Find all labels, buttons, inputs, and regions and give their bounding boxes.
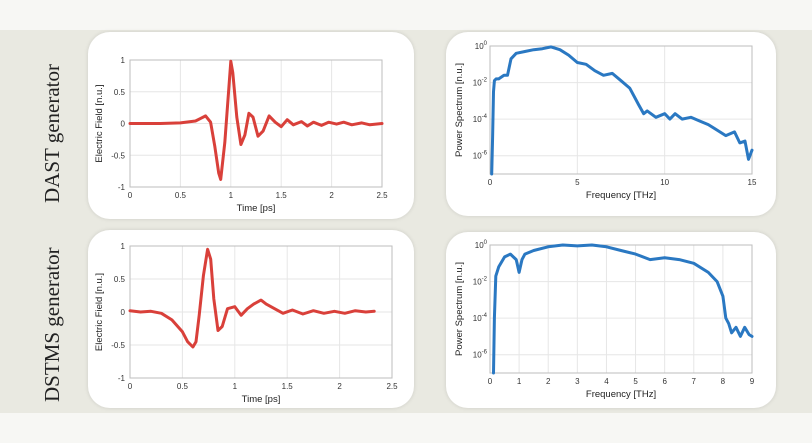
- chart-dstms-electric-field: 0 0.5 1 1.5 2 2.5 1 0.5 0 -0.5 -1 Time [ps] Electric…: [94, 242, 398, 405]
- chart-panel-dstms-time: 0 0.5 1 1.5 2 2.5 1 0.5 0 -0.5 -1 Time [ps] Electric…: [88, 230, 414, 408]
- y-axis-label: Power Spectrum [n.u.]: [454, 63, 465, 157]
- y-tick-label: 10-2: [473, 78, 488, 88]
- y-tick-label: -1: [118, 374, 126, 383]
- x-tick-label: 1: [229, 191, 234, 200]
- series-line: [492, 243, 754, 375]
- x-axis-label: Time [ps]: [237, 203, 276, 214]
- tick-exponent: 0: [484, 240, 488, 246]
- x-tick-label: 8: [721, 377, 726, 386]
- tick-exponent: -6: [482, 151, 488, 157]
- tick-base: 10: [473, 351, 482, 360]
- x-tick-label: 2: [546, 377, 551, 386]
- x-axis-label: Time [ps]: [242, 394, 281, 405]
- tick-base: 10: [473, 115, 482, 124]
- tick-exponent: -4: [482, 114, 488, 120]
- x-axis-label: Frequency [THz]: [586, 389, 656, 400]
- grid: [489, 45, 753, 174]
- x-tick-label: 4: [604, 377, 609, 386]
- x-tick-label: 5: [633, 377, 638, 386]
- y-tick-label: 10-6: [473, 151, 488, 161]
- series-line: [490, 45, 754, 176]
- y-axis-label: Power Spectrum [n.u.]: [454, 262, 465, 356]
- x-tick-label: 5: [575, 178, 580, 187]
- tick-exponent: 0: [484, 41, 488, 47]
- plot-area: [490, 46, 752, 174]
- series-line: [128, 247, 376, 349]
- x-tick-label: 6: [662, 377, 667, 386]
- x-tick-label: 1.5: [276, 191, 288, 200]
- x-tick-label: 3: [575, 377, 580, 386]
- tick-base: 10: [475, 241, 484, 250]
- x-axis-label: Frequency [THz]: [586, 190, 656, 201]
- x-tick-label: 1: [517, 377, 522, 386]
- x-tick-label: 2.5: [376, 191, 388, 200]
- x-tick-label: 0: [488, 377, 493, 386]
- y-tick-label: 0.5: [114, 275, 126, 284]
- y-tick-label: 10-6: [473, 350, 488, 360]
- y-tick-label: 100: [475, 240, 488, 250]
- tick-base: 10: [473, 79, 482, 88]
- tick-base: 10: [473, 314, 482, 323]
- x-tick-label: 10: [660, 178, 669, 187]
- tick-exponent: -2: [482, 78, 488, 84]
- y-axis-label: Electric Field [n.u.]: [94, 273, 105, 351]
- x-tick-label: 7: [692, 377, 697, 386]
- row-label-dast: DAST generator: [40, 64, 64, 203]
- grid: [489, 244, 753, 373]
- x-tick-label: 0: [488, 178, 493, 187]
- chart-panel-dast-time: 0 0.5 1 1.5 2 2.5 1 0.5 0 -0.5 -1 Time [ps] Electric…: [88, 32, 414, 219]
- tick-exponent: -4: [482, 313, 488, 319]
- tick-exponent: -2: [482, 277, 488, 283]
- y-tick-label: -0.5: [111, 151, 125, 160]
- x-tick-label: 0: [128, 382, 133, 391]
- y-tick-label: 1: [121, 242, 126, 251]
- y-tick-label: 0: [121, 308, 126, 317]
- plot-frame: [489, 244, 753, 374]
- y-axis-label: Electric Field [n.u.]: [94, 84, 105, 162]
- y-tick-label: -1: [118, 183, 126, 192]
- tick-base: 10: [475, 42, 484, 51]
- x-tick-label: 9: [750, 377, 755, 386]
- plot-frame: [489, 45, 753, 175]
- y-tick-label: -0.5: [111, 341, 125, 350]
- x-tick-label: 1: [233, 382, 238, 391]
- y-tick-label: 0: [121, 120, 126, 129]
- x-tick-label: 0.5: [177, 382, 189, 391]
- row-label-dstms: DSTMS generator: [40, 247, 64, 402]
- chart-panel-dstms-spectrum: 0 1 2 3 4 5 6 7 8 9 100 10-2 10-4 10-6 Frequency [THz]…: [446, 232, 776, 408]
- y-tick-label: 10-4: [473, 114, 488, 124]
- x-tick-label: 1.5: [282, 382, 294, 391]
- y-tick-label: 10-4: [473, 313, 488, 323]
- x-tick-label: 2: [337, 382, 342, 391]
- y-tick-label: 0.5: [114, 88, 126, 97]
- x-tick-label: 0.5: [175, 191, 187, 200]
- chart-dast-electric-field: 0 0.5 1 1.5 2 2.5 1 0.5 0 -0.5 -1 Time [ps] Electric…: [94, 56, 388, 214]
- x-tick-label: 2.5: [386, 382, 398, 391]
- x-tick-label: 0: [128, 191, 133, 200]
- tick-base: 10: [473, 278, 482, 287]
- y-tick-label: 100: [475, 41, 488, 51]
- series-line: [128, 59, 384, 181]
- x-tick-label: 15: [748, 178, 757, 187]
- plot-area: [490, 245, 752, 373]
- chart-panel-dast-spectrum: 0 5 10 15 100 10-2 10-4 10-6 Frequency [THz] Powe…: [446, 32, 776, 216]
- tick-base: 10: [473, 152, 482, 161]
- x-tick-label: 2: [329, 191, 334, 200]
- tick-exponent: -6: [482, 350, 488, 356]
- y-tick-label: 10-2: [473, 277, 488, 287]
- y-tick-label: 1: [121, 56, 126, 65]
